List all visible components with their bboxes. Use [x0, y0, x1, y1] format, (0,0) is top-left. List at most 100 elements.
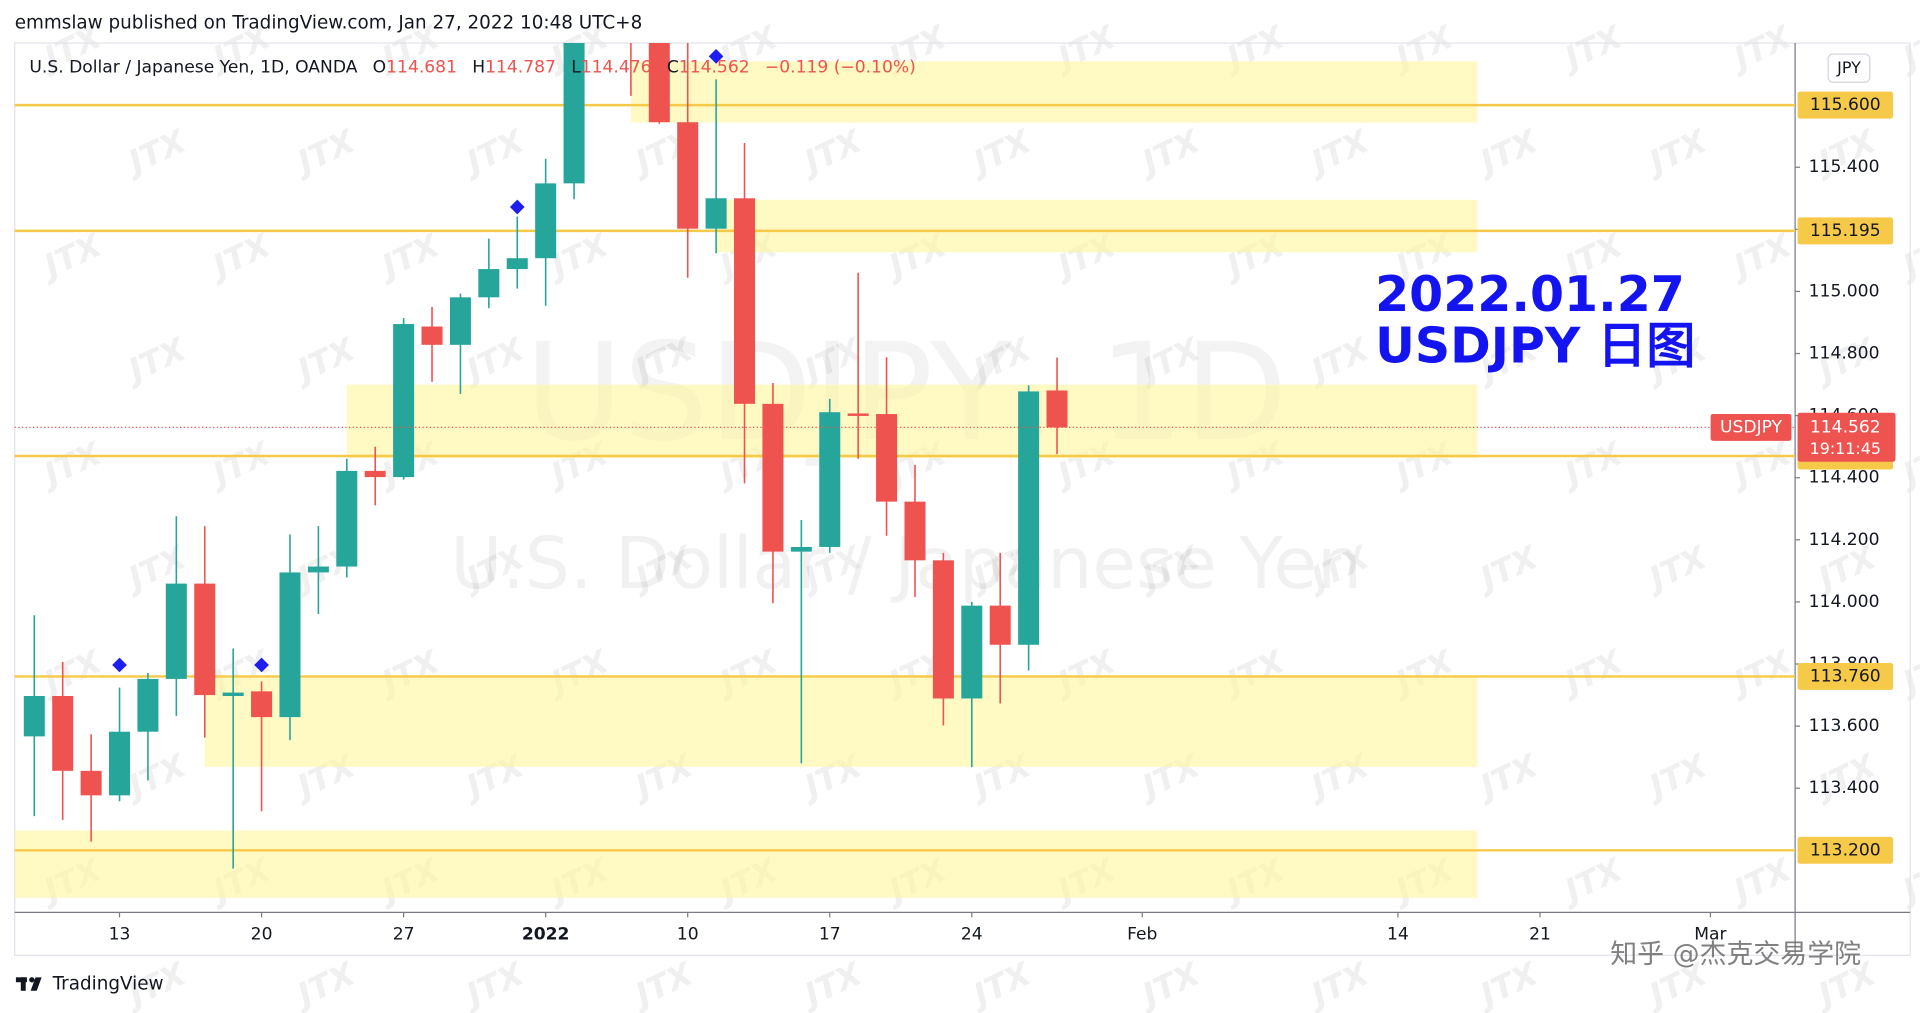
- candle-body: [222, 692, 244, 697]
- zone: [204, 677, 1478, 767]
- level-tag-label: 113.200: [1810, 840, 1881, 860]
- zone: [630, 61, 1478, 123]
- countdown-label: 19:11:45: [1810, 439, 1881, 458]
- logo-text: TradingView: [52, 974, 164, 995]
- legend-open: 114.681: [386, 58, 457, 78]
- level-tag: [1797, 836, 1894, 864]
- legend-high: 114.787: [485, 58, 556, 78]
- legend-title: U.S. Dollar / Japanese Yen, 1D, OANDA: [29, 58, 357, 78]
- candle-body: [80, 770, 102, 796]
- legend-low: 114.476: [581, 58, 652, 78]
- candle-body: [336, 470, 358, 567]
- x-tick-label: 21: [1529, 924, 1551, 944]
- x-tick-label: 13: [109, 924, 131, 944]
- candle-body: [648, 43, 670, 123]
- symbol-tag-label: USDJPY: [1720, 417, 1783, 437]
- x-tick-label: 17: [819, 924, 841, 944]
- candle-body: [307, 566, 329, 573]
- y-tick-label: 115.000: [1809, 281, 1880, 301]
- annotation-date: 2022.01.27: [1375, 266, 1685, 323]
- candle-body: [932, 560, 954, 699]
- candle-body: [137, 678, 159, 732]
- legend-open-key: O: [373, 58, 386, 78]
- candle-body: [23, 696, 45, 737]
- signal-marker: [112, 657, 127, 673]
- candle-body: [563, 43, 585, 184]
- legend-close-key: C: [667, 58, 679, 78]
- candle-body: [364, 470, 386, 478]
- candle-body: [506, 258, 528, 270]
- candle-body: [790, 546, 812, 552]
- candle-body: [194, 583, 216, 696]
- signal-marker: [254, 657, 269, 673]
- candle-body: [705, 198, 727, 229]
- logo-shape: [30, 977, 42, 991]
- legend-change: −0.119 (−0.10%): [765, 58, 916, 78]
- candle-body: [734, 198, 756, 404]
- candle-body: [677, 122, 699, 229]
- x-tick-label: 10: [677, 924, 699, 944]
- legend-close: 114.562: [679, 58, 750, 78]
- x-tick-label: Feb: [1127, 924, 1157, 944]
- annotation-title: USDJPY 日图: [1375, 318, 1695, 375]
- candle-body: [989, 605, 1011, 645]
- candle-body: [109, 731, 131, 796]
- x-tick-label: 20: [251, 924, 273, 944]
- legend-high-key: H: [472, 58, 485, 78]
- price-tag: [1797, 412, 1896, 462]
- level-tag: [1797, 91, 1894, 119]
- y-tick-label: 113.600: [1809, 716, 1880, 736]
- currency-button[interactable]: [1827, 53, 1871, 83]
- source-watermark: 知乎 @杰克交易学院: [1610, 939, 1861, 970]
- x-tick-label: 2022: [522, 924, 570, 944]
- candle-body: [449, 297, 471, 345]
- currency-label[interactable]: JPY: [1836, 58, 1861, 77]
- y-tick-label: 114.000: [1809, 592, 1880, 612]
- level-tag: [1797, 217, 1894, 245]
- candle-body: [847, 413, 869, 416]
- y-tick-label: 114.800: [1809, 344, 1880, 364]
- level-tag-label: 115.195: [1810, 221, 1881, 241]
- zone: [14, 830, 1478, 898]
- candle-body: [421, 326, 443, 345]
- logo-shape: [20, 977, 26, 991]
- price-tag-label: 114.562: [1810, 417, 1881, 437]
- candle-body: [961, 605, 983, 699]
- zone: [346, 384, 1478, 459]
- candle-body: [1018, 391, 1040, 645]
- candle-body: [535, 183, 557, 259]
- plot-area: [14, 43, 1796, 898]
- level-tag-label: 113.760: [1810, 666, 1881, 686]
- legend-low-key: L: [571, 58, 581, 78]
- candle-body: [279, 572, 301, 718]
- candle-body: [52, 696, 74, 771]
- tradingview-logo: TradingView: [15, 974, 164, 995]
- symbol-legend: U.S. Dollar / Japanese Yen, 1D, OANDA O1…: [29, 58, 915, 78]
- x-tick-label: 14: [1387, 924, 1409, 944]
- candle-body: [819, 412, 841, 547]
- publisher-line: emmslaw published on TradingView.com, Ja…: [15, 12, 643, 33]
- y-tick-label: 115.400: [1809, 157, 1880, 177]
- chart-frame: [14, 42, 1911, 956]
- candle-body: [393, 324, 415, 478]
- candle-body: [478, 269, 500, 298]
- level-tag-label: 115.600: [1810, 95, 1881, 115]
- candle-body: [251, 691, 273, 718]
- candle-body: [165, 583, 187, 679]
- signal-marker: [708, 49, 724, 64]
- zone: [716, 199, 1478, 253]
- logo-shape: [29, 977, 35, 983]
- y-tick-label: 114.200: [1809, 530, 1880, 550]
- candle-body: [904, 501, 926, 561]
- candle-body: [876, 414, 898, 502]
- symbol-tag: [1710, 413, 1792, 441]
- level-tag: [1797, 662, 1894, 690]
- x-tick-label: Mar: [1694, 924, 1727, 944]
- candle-body: [1046, 390, 1068, 428]
- x-tick-label: 27: [393, 924, 415, 944]
- candle-body: [762, 403, 784, 552]
- overlay-layer: 113.400113.600113.800114.000114.200114.4…: [109, 91, 1896, 944]
- x-tick-label: 24: [961, 924, 983, 944]
